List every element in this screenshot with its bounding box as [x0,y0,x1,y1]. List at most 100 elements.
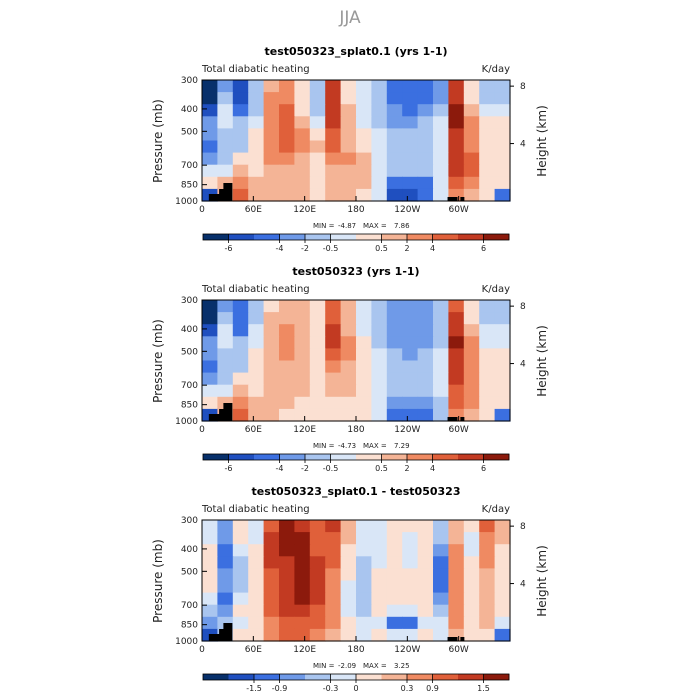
heatmap-cell [402,628,419,642]
heatmap-cell [417,568,434,582]
heatmap-cell [217,592,234,606]
heatmap-cell [494,360,511,374]
heatmap-cell [232,164,249,178]
heatmap-cell [463,348,480,362]
heatmap-cell [479,360,496,374]
heatmap-cell [494,372,511,386]
heatmap-cell [294,104,311,117]
colorbar-swatch [228,674,255,680]
heatmap-cell [494,604,511,618]
heatmap-cell [463,336,480,349]
heatmap-cell [202,324,218,337]
panel-3-x-ticks: 0 60E 120E 180 120W 60W [199,636,469,655]
x-tick-label: 180 [347,425,364,435]
heatmap-cell [325,164,342,178]
heatmap-cell [248,116,265,129]
heatmap-cell [494,300,511,313]
heatmap-cell [263,140,280,154]
heatmap-cell [371,176,388,190]
heatmap-cell [386,348,403,362]
heatmap-cell [386,152,403,166]
panel-1-title: test050323_splat0.1 (yrs 1-1) [264,45,447,58]
heatmap-cell [463,408,480,422]
heatmap-cell [294,616,311,630]
heatmap-cell [417,116,434,129]
heatmap-cell [433,80,449,93]
heatmap-cell [263,520,280,533]
heatmap-cell [463,592,480,606]
heatmap-cell [433,384,449,398]
heatmap-cell [279,92,295,105]
heatmap-cell [494,140,511,154]
heatmap-cell [248,568,265,582]
heatmap-cell [479,336,496,349]
heatmap-cell [463,544,480,557]
heatmap-cell [386,568,403,582]
heatmap-cell [433,592,449,606]
terrain-block [447,197,458,201]
terrain-block [460,417,465,421]
heatmap-cell [371,396,388,410]
heatmap-cell [448,104,465,117]
heatmap-cell [371,140,388,154]
heatmap-cell [402,324,419,337]
heatmap-cell [494,592,511,606]
heatmap-cell [371,372,388,386]
y-tick-label: 500 [181,347,198,357]
heatmap-cell [263,176,280,190]
heatmap-cell [279,384,295,398]
heatmap-cell [279,396,295,410]
heatmap-cell [279,300,295,313]
panel-2-terrain [208,403,465,421]
heatmap-cell [479,372,496,386]
heatmap-cell [448,164,465,178]
x-tick-label: 120E [293,645,316,655]
heatmap-cell [402,336,419,349]
panel-3-max-label: MAX = [363,662,387,670]
heatmap-cell [309,104,326,117]
heatmap-cell [279,360,295,374]
heatmap-cell [202,556,218,569]
colorbar-label: -4 [276,244,284,253]
heatmap-cell [340,104,357,117]
heatmap-cell [386,580,403,594]
heatmap-cell [479,384,496,398]
panel-2-y2label: Height (km) [535,325,549,396]
x-tick-label: 120E [293,425,316,435]
heatmap-cell [217,336,234,349]
heatmap-cell [463,300,480,313]
heatmap-cell [232,384,249,398]
heatmap-cell [371,580,388,594]
heatmap-cell [248,80,265,93]
x-tick-label: 60W [448,425,468,435]
heatmap-cell [202,532,218,545]
heatmap-cell [279,544,295,557]
x-tick-label: 0 [199,425,205,435]
colorbar-label: -2 [301,244,309,253]
heatmap-cell [356,80,372,93]
heatmap-cell [356,556,372,569]
heatmap-cell [386,604,403,618]
heatmap-cell [309,384,326,398]
panel-2-y-ticks: 300 400 500 700 850 1000 [175,296,207,427]
h-tick-label: 4 [520,140,526,150]
heatmap-cell [263,556,280,569]
heatmap-cell [386,408,403,422]
heatmap-cell [279,592,295,606]
colorbar-label: 2 [404,464,409,473]
heatmap-cell [448,556,465,569]
heatmap-cell [325,104,342,117]
heatmap-cell [217,312,234,325]
heatmap-cell [463,580,480,594]
heatmap-cell [371,116,388,129]
heatmap-cell [232,176,249,190]
heatmap-cell [309,604,326,618]
heatmap-cell [417,348,434,362]
colorbar-label: -0.3 [323,684,339,693]
heatmap-cell [340,336,357,349]
heatmap-cell [479,556,496,569]
heatmap-cell [309,372,326,386]
heatmap-cell [479,628,496,642]
heatmap-cell [433,312,449,325]
heatmap-cell [371,312,388,325]
